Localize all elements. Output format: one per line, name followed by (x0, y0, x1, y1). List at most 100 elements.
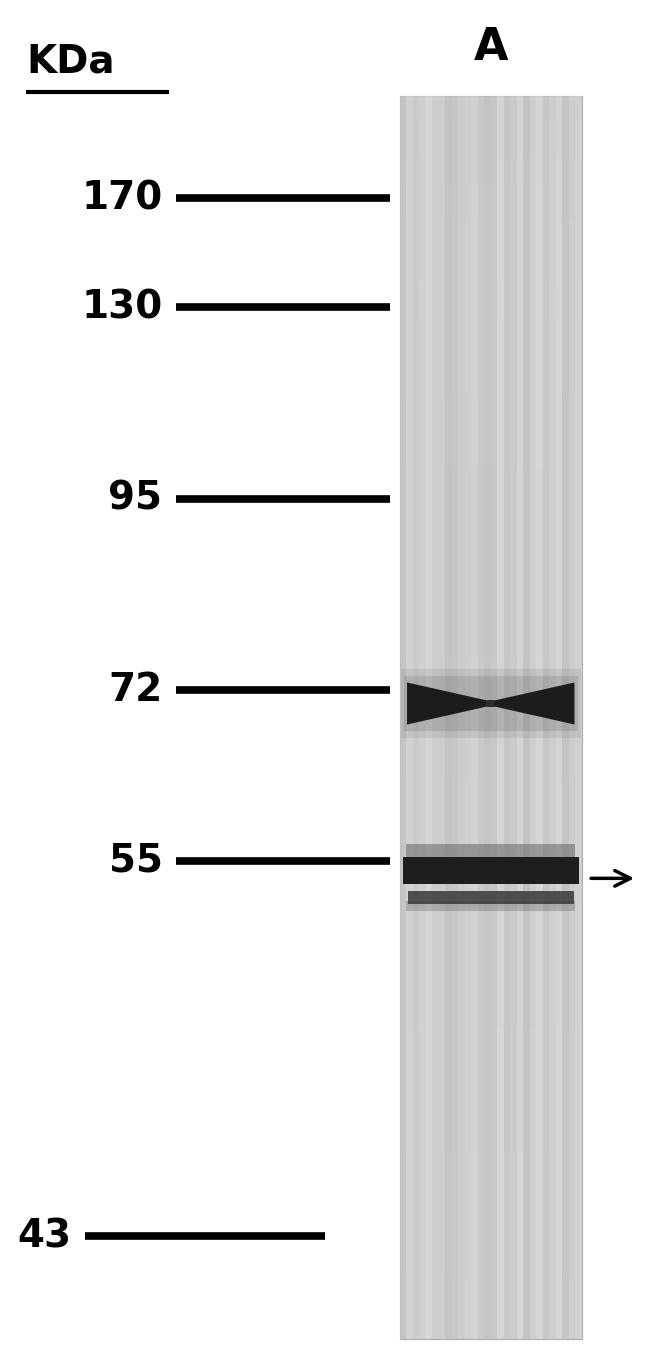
Bar (465, 96, 471, 1339)
Bar (400, 1239, 582, 1251)
Bar (400, 407, 582, 419)
Bar (400, 878, 582, 891)
Text: 55: 55 (109, 841, 162, 880)
Bar (562, 96, 569, 1339)
Bar (491, 96, 497, 1339)
Bar (400, 1153, 582, 1165)
Bar (400, 1314, 582, 1326)
Bar (426, 96, 432, 1339)
Bar (536, 96, 543, 1339)
Bar (400, 295, 582, 307)
Bar (400, 754, 582, 766)
Bar (400, 344, 582, 357)
Bar (400, 1290, 582, 1302)
Bar (400, 669, 581, 738)
Bar (400, 493, 582, 505)
Bar (400, 108, 582, 120)
Bar (400, 220, 582, 232)
Bar (400, 432, 582, 444)
Bar (404, 676, 578, 731)
Bar (400, 717, 582, 729)
Bar (400, 1202, 582, 1214)
Text: 72: 72 (109, 671, 162, 709)
Bar (400, 605, 582, 617)
Bar (400, 208, 582, 220)
Bar (517, 96, 523, 1339)
Bar (400, 283, 582, 295)
Bar (400, 183, 582, 195)
Bar (400, 929, 582, 941)
Bar (400, 766, 582, 779)
Polygon shape (407, 683, 487, 724)
Text: 43: 43 (18, 1217, 72, 1255)
Bar (543, 96, 549, 1339)
Bar (484, 96, 491, 1339)
Bar (400, 668, 582, 680)
Bar (400, 953, 582, 966)
Bar (471, 96, 478, 1339)
Bar (403, 858, 578, 884)
Bar (400, 581, 582, 593)
Bar (400, 1115, 582, 1127)
Bar (400, 419, 582, 432)
Bar (400, 369, 582, 381)
Bar (413, 96, 419, 1339)
Bar (400, 1127, 582, 1139)
Bar (400, 171, 582, 183)
Bar (400, 1041, 582, 1053)
Bar (400, 779, 582, 792)
Bar (400, 917, 582, 929)
Bar (400, 1065, 582, 1078)
Bar (445, 96, 452, 1339)
Bar (400, 680, 582, 693)
Bar (400, 1053, 582, 1065)
Bar (432, 96, 439, 1339)
Bar (510, 96, 517, 1339)
Bar (549, 96, 556, 1339)
Bar (400, 941, 582, 953)
Bar (400, 642, 582, 654)
Polygon shape (495, 683, 575, 724)
Bar (400, 1326, 582, 1339)
Bar (400, 96, 582, 1339)
Bar (400, 1251, 582, 1264)
Bar (406, 96, 413, 1339)
Bar (400, 866, 582, 878)
Bar (400, 1078, 582, 1090)
Bar (400, 568, 582, 581)
Bar (400, 1090, 582, 1102)
Polygon shape (487, 701, 495, 706)
Text: 170: 170 (81, 179, 162, 217)
Bar (400, 96, 406, 1339)
Bar (530, 96, 536, 1339)
Bar (400, 1302, 582, 1314)
Bar (400, 1190, 582, 1202)
Bar (400, 518, 582, 530)
Bar (400, 729, 582, 742)
Bar (400, 841, 582, 854)
Bar (400, 195, 582, 208)
Bar (400, 456, 582, 469)
Bar (400, 505, 582, 518)
Bar (400, 705, 582, 717)
Bar (400, 1139, 582, 1153)
Bar (400, 120, 582, 133)
Bar (400, 966, 582, 978)
Bar (400, 1214, 582, 1227)
Bar (400, 357, 582, 369)
Text: A: A (473, 26, 508, 70)
Bar (400, 96, 582, 108)
Bar (400, 544, 582, 556)
Bar (400, 257, 582, 269)
Bar (478, 96, 484, 1339)
Bar (400, 693, 582, 705)
Bar (400, 1165, 582, 1177)
Bar (400, 630, 582, 642)
Bar (400, 444, 582, 456)
Bar (400, 269, 582, 281)
Bar (400, 381, 582, 393)
Bar (400, 593, 582, 605)
Bar (400, 158, 582, 171)
Bar (400, 307, 582, 320)
Bar (400, 1027, 582, 1041)
